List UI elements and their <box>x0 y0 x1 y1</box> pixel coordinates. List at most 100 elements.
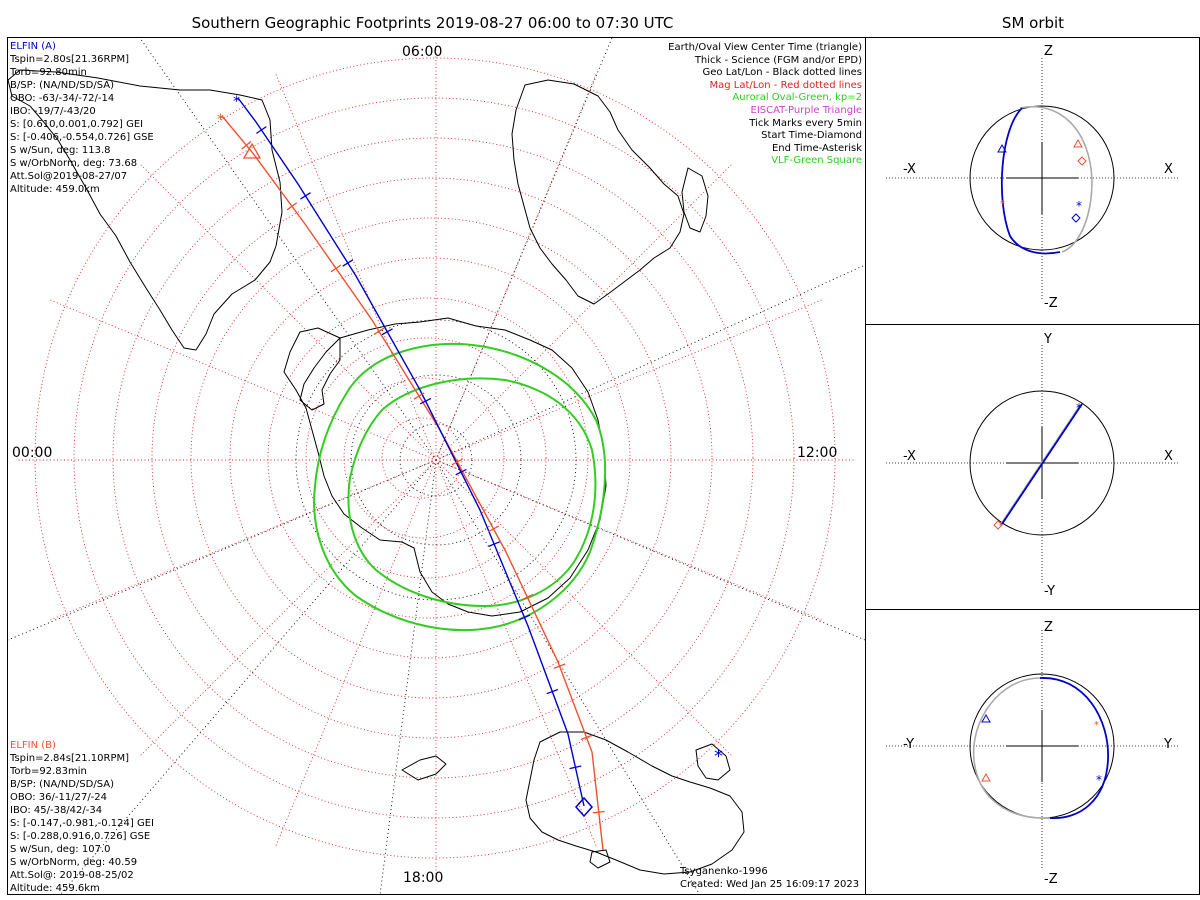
elfin-b-line: B/SP: (NA/ND/SD/SA) <box>10 779 114 790</box>
elfin-a-tick <box>300 192 311 200</box>
elfin-b-tick <box>580 734 593 741</box>
elfin-a-track <box>237 97 585 807</box>
elfin-a-line: Att.Sol@2019-08-27/07 <box>10 171 128 182</box>
elfin-b-line: Att.Sol@: 2019-08-25/02 <box>10 870 134 881</box>
svg-text:*: * <box>1094 720 1099 731</box>
sm-orbit-xz-blue <box>1000 107 1061 255</box>
sm-yz-left-label: -Y <box>903 737 915 752</box>
auroral-oval-outer <box>313 342 607 632</box>
sm-yz-right-label: Y <box>1164 737 1172 752</box>
sm-xz-left-label: -X <box>903 162 916 177</box>
elfin-b-info: ELFIN (B) Tspin=2.84s[21.10RPM] Torb=92.… <box>10 739 154 895</box>
elfin-b-tick <box>592 810 605 814</box>
elfin-b-name: ELFIN (B) <box>10 740 56 751</box>
elfin-a-trace <box>237 97 585 807</box>
elfin-b-tick <box>451 458 463 466</box>
elfin-a-tick <box>419 397 432 405</box>
elfin-a-line: Altitude: 459.0km <box>10 184 100 195</box>
created-label: Created: Wed Jan 25 16:09:17 2023 <box>680 879 860 890</box>
sm-orbit-yz-blue <box>1039 677 1109 819</box>
svg-text:*: * <box>1076 401 1082 415</box>
legend: Earth/Oval View Center Time (triangle) T… <box>668 42 862 168</box>
legend-entry: Mag Lat/Lon - Red dotted lines <box>709 79 862 91</box>
elfin-b-line: S w/OrbNorm, deg: 40.59 <box>10 857 138 868</box>
legend-entry: Tick Marks every 5min <box>749 117 862 129</box>
elfin-b-tick <box>286 202 298 211</box>
elfin-a-tick <box>256 126 267 134</box>
auroral-ovals <box>313 342 607 632</box>
elfin-a-line: S: [0.610,0.001,0.792] GEI <box>10 119 144 130</box>
legend-entry: Thick - Science (FGM and/or EPD) <box>694 54 862 66</box>
sm-xy-left-label: -X <box>903 449 916 464</box>
sm-yz-bottom-label: -Z <box>1044 872 1058 887</box>
elfin-a-tick <box>546 688 559 695</box>
elfin-a-tick <box>381 328 393 336</box>
elfin-b-tick <box>330 264 342 273</box>
sm-xz-bottom-label: -Z <box>1044 296 1058 311</box>
tasmania-coast <box>589 849 611 869</box>
hour-label-top: 06:00 <box>402 44 443 60</box>
view-center-triangle <box>242 142 262 159</box>
legend-entry: Start Time-Diamond <box>761 130 862 142</box>
polar-map: * * * <box>8 38 865 894</box>
sm-orbit-xy: * <box>886 345 1180 585</box>
elfin-b-tick <box>487 525 500 533</box>
legend-entry: VLF-Green Square <box>771 155 862 167</box>
elfin-a-tick <box>342 259 354 267</box>
elfin-a-line: Torb=92.80min <box>10 67 87 78</box>
elfin-b-line: S w/Sun, deg: 107.0 <box>10 844 111 855</box>
elfin-a-info: ELFIN (A) Tspin=2.80s[21.36RPM] Torb=92.… <box>10 40 154 196</box>
hour-label-right: 12:00 <box>797 445 838 461</box>
elfin-b-end-asterisk: * <box>217 112 224 128</box>
elfin-a-line: S: [-0.406,-0.554,0.726] GSE <box>10 132 154 143</box>
elfin-b-line: IBO: 45/-38/42/-34 <box>10 805 103 816</box>
sm-orbit-yz-gray <box>972 677 1051 819</box>
elfin-b-line: Tspin=2.84s[21.10RPM] <box>10 753 130 764</box>
sm-xy-top-label: Y <box>1044 332 1052 347</box>
auroral-oval-inner <box>347 377 597 608</box>
mag-grid <box>16 40 856 880</box>
sm-xz-top-label: Z <box>1044 44 1053 59</box>
elfin-b-line: OBO: 36/-11/27/-24 <box>10 792 108 803</box>
elfin-a-tick <box>488 541 500 548</box>
legend-entry: End Time-Asterisk <box>771 142 862 154</box>
elfin-b-tick <box>521 593 534 601</box>
elfin-a-line: S w/Sun, deg: 113.8 <box>10 145 111 156</box>
elfin-a-tick <box>518 614 531 621</box>
elfin-a-name: ELFIN (A) <box>10 41 56 52</box>
model-label: Tsyganenko-1996 <box>680 866 768 877</box>
side-title: SM orbit <box>1001 14 1065 32</box>
track-marks: * * * <box>217 94 723 818</box>
coastlines <box>8 69 745 875</box>
elfin-b-line: S: [-0.288,0.916,0.726] GSE <box>10 831 151 842</box>
legend-entry: Geo Lat/Lon - Black dotted lines <box>702 67 862 79</box>
elfin-a-line: Tspin=2.80s[21.36RPM] <box>10 54 130 65</box>
sm-orbit-yz: * * <box>886 630 1180 870</box>
elfin-a-line: OBO: -63/-34/-72/-14 <box>10 93 115 104</box>
sm-yz-top-label: Z <box>1044 620 1053 635</box>
elfin-b-line: S: [-0.147,-0.981,-0.124] GEI <box>10 818 154 829</box>
madagascar-coast <box>681 167 709 233</box>
legend-entry: Earth/Oval View Center Time (triangle) <box>668 42 862 53</box>
legend-entry: Auroral Oval-Green, kp=2 <box>732 92 862 104</box>
vlf-asterisk-marker: * <box>714 746 723 767</box>
new-zealand-coast <box>695 743 731 781</box>
africa-coast <box>511 79 685 305</box>
elfin-a-tick <box>569 765 582 770</box>
elfin-b-tick <box>241 140 252 150</box>
svg-text:*: * <box>1096 773 1102 787</box>
elfin-b-tick <box>413 392 425 400</box>
legend-entry: EISCAT-Purple Triangle <box>750 104 863 116</box>
elfin-a-tick <box>455 468 467 476</box>
elfin-b-tick <box>553 663 566 669</box>
main-title: Southern Geographic Footprints 2019-08-2… <box>191 14 674 32</box>
sm-xy-right-label: X <box>1164 449 1173 464</box>
sm-xz-right-label: X <box>1164 162 1173 177</box>
sm-xy-bottom-label: -Y <box>1044 584 1056 599</box>
elfin-b-tick <box>373 327 385 335</box>
island-coast <box>401 755 447 781</box>
sm-orbit-xz-gray <box>1019 105 1093 253</box>
south-america-coast <box>8 69 283 351</box>
elfin-a-line: S w/OrbNorm, deg: 73.68 <box>10 158 138 169</box>
